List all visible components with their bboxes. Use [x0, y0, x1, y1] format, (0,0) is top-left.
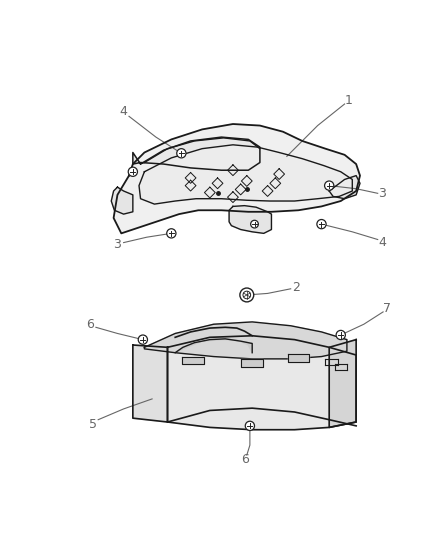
Circle shape	[245, 421, 254, 431]
Polygon shape	[133, 345, 167, 422]
Text: 4: 4	[378, 236, 386, 249]
Circle shape	[128, 167, 138, 176]
Polygon shape	[182, 357, 204, 364]
Polygon shape	[139, 145, 352, 204]
Circle shape	[177, 149, 186, 158]
Polygon shape	[145, 322, 347, 359]
Text: 7: 7	[383, 302, 391, 316]
Polygon shape	[167, 336, 356, 430]
Circle shape	[251, 220, 258, 228]
Polygon shape	[329, 175, 360, 199]
Circle shape	[240, 288, 254, 302]
Polygon shape	[288, 354, 309, 362]
Circle shape	[336, 330, 346, 340]
Text: 6: 6	[241, 453, 249, 466]
Text: 6: 6	[86, 319, 94, 332]
Text: 4: 4	[120, 105, 127, 118]
Circle shape	[325, 181, 334, 190]
Polygon shape	[241, 359, 263, 367]
Text: 5: 5	[89, 418, 97, 431]
Polygon shape	[113, 124, 360, 233]
Circle shape	[317, 220, 326, 229]
Polygon shape	[111, 187, 133, 214]
Polygon shape	[329, 340, 356, 427]
Text: 2: 2	[292, 281, 300, 294]
Text: 3: 3	[113, 238, 121, 252]
Polygon shape	[229, 206, 272, 233]
Text: 3: 3	[378, 187, 386, 200]
Polygon shape	[133, 137, 260, 170]
Text: 1: 1	[345, 94, 353, 107]
Circle shape	[138, 335, 148, 344]
Circle shape	[167, 229, 176, 238]
Polygon shape	[175, 339, 252, 353]
